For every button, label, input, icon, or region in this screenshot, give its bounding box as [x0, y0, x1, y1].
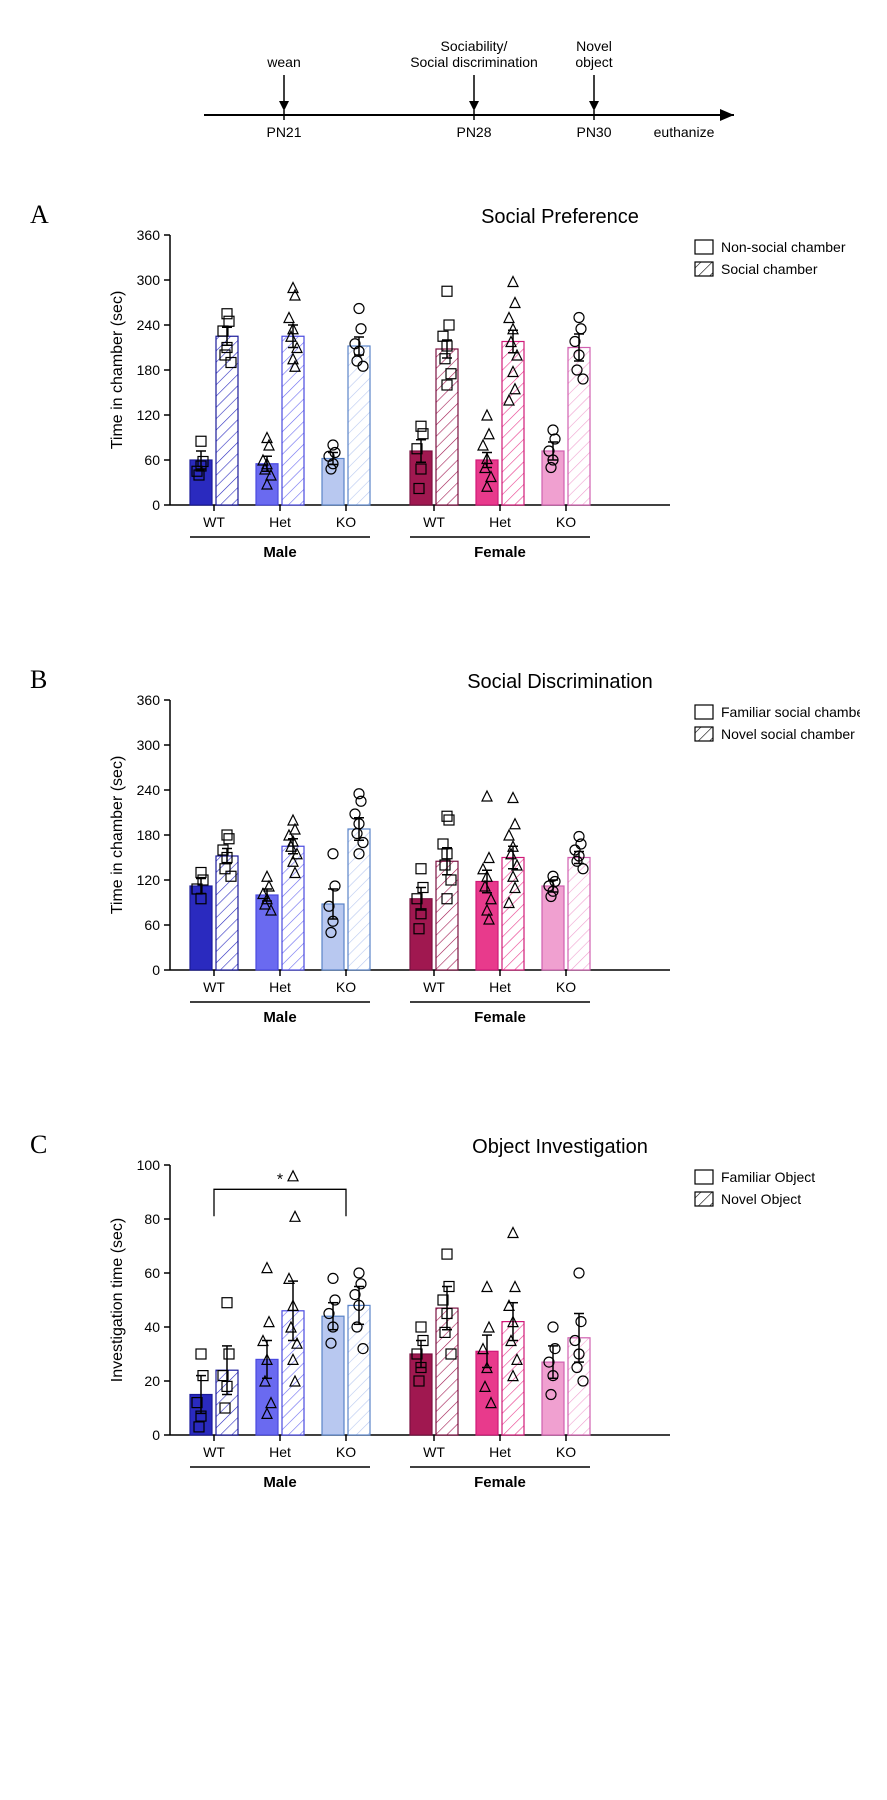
svg-text:60: 60 — [144, 452, 160, 468]
svg-text:0: 0 — [152, 497, 160, 513]
svg-text:180: 180 — [137, 827, 161, 843]
svg-text:Female: Female — [474, 1009, 526, 1026]
svg-text:240: 240 — [137, 782, 161, 798]
panel-B-label: B — [30, 665, 47, 695]
svg-text:Social Preference: Social Preference — [481, 206, 639, 228]
svg-text:Het: Het — [489, 514, 511, 530]
svg-text:Familiar Object: Familiar Object — [721, 1169, 815, 1185]
svg-text:KO: KO — [556, 514, 576, 530]
svg-text:60: 60 — [144, 1265, 160, 1281]
svg-text:PN28: PN28 — [456, 124, 491, 140]
svg-text:Het: Het — [269, 1444, 291, 1460]
svg-text:Novel social chamber: Novel social chamber — [721, 726, 855, 742]
svg-text:PN30: PN30 — [576, 124, 611, 140]
svg-text:Novel: Novel — [576, 38, 612, 54]
svg-text:Social chamber: Social chamber — [721, 261, 818, 277]
svg-text:360: 360 — [137, 692, 161, 708]
svg-text:Het: Het — [269, 514, 291, 530]
svg-text:Male: Male — [263, 1009, 296, 1026]
svg-text:WT: WT — [203, 514, 225, 530]
svg-text:WT: WT — [203, 1444, 225, 1460]
svg-text:Time in chamber (sec): Time in chamber (sec) — [109, 756, 126, 915]
timeline-diagram: wean Sociability/Social discrimination Nov… — [164, 20, 764, 165]
panel-A-label: A — [30, 200, 49, 230]
svg-text:PN21: PN21 — [266, 124, 301, 140]
svg-text:Male: Male — [263, 544, 296, 561]
svg-text:Time in chamber (sec): Time in chamber (sec) — [109, 291, 126, 450]
panel-C: C Object Investigation020406080100Invest… — [40, 1125, 887, 1550]
svg-text:300: 300 — [137, 272, 161, 288]
svg-text:0: 0 — [152, 1427, 160, 1443]
svg-text:360: 360 — [137, 227, 161, 243]
svg-text:KO: KO — [336, 1444, 356, 1460]
svg-text:Familiar social chamber: Familiar social chamber — [721, 704, 860, 720]
figure-container: wean Sociability/Social discrimination Nov… — [40, 20, 887, 1550]
svg-text:KO: KO — [336, 514, 356, 530]
svg-text:300: 300 — [137, 737, 161, 753]
svg-text:120: 120 — [137, 407, 161, 423]
svg-text:wean: wean — [266, 54, 300, 70]
svg-text:Het: Het — [489, 979, 511, 995]
svg-text:*: * — [277, 1171, 283, 1188]
svg-text:20: 20 — [144, 1373, 160, 1389]
svg-text:120: 120 — [137, 872, 161, 888]
svg-text:Investigation time (sec): Investigation time (sec) — [109, 1218, 126, 1383]
svg-text:WT: WT — [203, 979, 225, 995]
svg-text:KO: KO — [556, 1444, 576, 1460]
svg-text:0: 0 — [152, 962, 160, 978]
svg-text:Novel Object: Novel Object — [721, 1191, 801, 1207]
svg-text:WT: WT — [423, 1444, 445, 1460]
svg-text:80: 80 — [144, 1211, 160, 1227]
svg-text:Object Investigation: Object Investigation — [472, 1136, 648, 1158]
svg-text:Non-social chamber: Non-social chamber — [721, 239, 846, 255]
panel-A: A Social Preference060120180240300360Tim… — [40, 195, 887, 620]
svg-text:240: 240 — [137, 317, 161, 333]
svg-text:euthanize: euthanize — [653, 124, 714, 140]
svg-text:KO: KO — [556, 979, 576, 995]
svg-text:Sociability/: Sociability/ — [440, 38, 507, 54]
svg-text:100: 100 — [137, 1157, 161, 1173]
svg-text:KO: KO — [336, 979, 356, 995]
svg-text:Male: Male — [263, 1474, 296, 1491]
panel-B: B Social Discrimination06012018024030036… — [40, 660, 887, 1085]
svg-text:Social Discrimination: Social Discrimination — [467, 671, 653, 693]
panel-C-label: C — [30, 1130, 47, 1160]
svg-text:40: 40 — [144, 1319, 160, 1335]
svg-text:object: object — [575, 54, 612, 70]
svg-text:180: 180 — [137, 362, 161, 378]
svg-text:Female: Female — [474, 544, 526, 561]
svg-text:Social discrimination: Social discrimination — [410, 54, 538, 70]
svg-text:60: 60 — [144, 917, 160, 933]
svg-text:Het: Het — [489, 1444, 511, 1460]
svg-text:Female: Female — [474, 1474, 526, 1491]
svg-text:WT: WT — [423, 979, 445, 995]
svg-text:Het: Het — [269, 979, 291, 995]
svg-text:WT: WT — [423, 514, 445, 530]
